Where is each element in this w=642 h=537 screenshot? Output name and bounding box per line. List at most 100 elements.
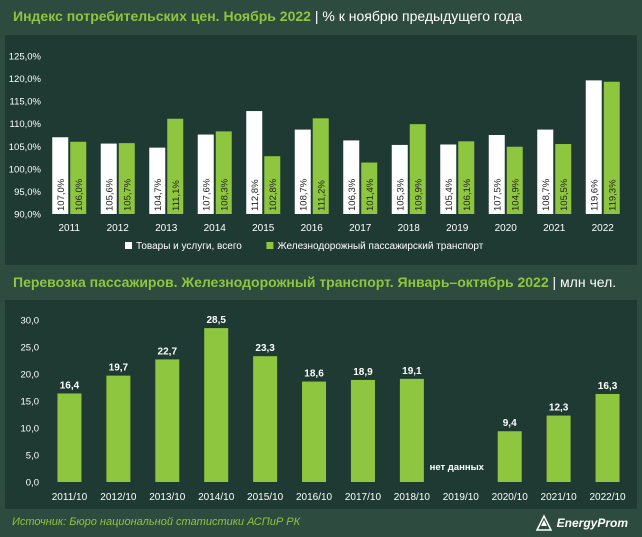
bar-goods-services — [294, 129, 311, 214]
bar-rail-transport — [603, 81, 620, 214]
header-passengers: Перевозка пассажиров. Железнодорожный тр… — [0, 266, 642, 300]
bar-value-label: 112,8% — [250, 179, 261, 211]
bar-passengers — [155, 359, 180, 482]
bar-goods-services — [246, 111, 263, 214]
x-tick-label: 2016/10 — [296, 492, 333, 503]
bar-rail-transport — [70, 141, 87, 214]
x-tick-label: 2011/10 — [52, 492, 88, 503]
y-tick-label: 25,0 — [21, 343, 40, 354]
y-tick-label: 90,0% — [14, 210, 41, 221]
x-tick-label: 2018/10 — [394, 492, 431, 503]
bar-passengers — [57, 393, 82, 482]
cpi-chart-panel: 90,0% 95,0% 100,0% 105,0% 110,0% 115,0% 120,0%… — [5, 35, 637, 265]
bar-goods-services — [391, 144, 408, 214]
x-tick-label: 2012/10 — [100, 492, 137, 503]
y-tick-label: 5,0 — [26, 451, 39, 462]
bar-value-label: 12,3 — [549, 403, 569, 414]
bar-value-label: 102,8% — [268, 178, 279, 211]
bar-passengers — [595, 393, 620, 482]
bar-value-label: 119,6% — [589, 179, 600, 211]
bar-value-label: 23,3 — [255, 343, 275, 354]
bar-value-label: 105,3% — [395, 178, 406, 211]
y-tick-label: 30,0 — [21, 316, 40, 327]
passengers-subtitle-text: | млн чел. — [552, 274, 617, 290]
x-tick-label: 2016 — [301, 223, 324, 234]
cpi-chart: 90,0% 95,0% 100,0% 105,0% 110,0% 115,0% 120,0%… — [9, 52, 620, 252]
x-tick-label: 2022 — [592, 223, 615, 234]
bar-passengers — [302, 381, 327, 482]
bar-rail-transport — [264, 156, 281, 214]
x-tick-label: 2017 — [349, 223, 372, 234]
y-tick-label: 0,0 — [26, 478, 39, 489]
y-tick-label: 120,0% — [9, 74, 42, 85]
bar-value-label: 107,6% — [201, 178, 212, 211]
y-tick-label: 15,0 — [21, 397, 40, 408]
bar-passengers — [546, 415, 571, 482]
bar-value-label: 106,1% — [462, 178, 473, 211]
bar-value-label: 9,4 — [503, 418, 517, 429]
x-tick-label: 2020 — [495, 223, 518, 234]
bar-rail-transport — [167, 118, 184, 214]
bar-passengers — [497, 431, 522, 482]
bar-goods-services — [197, 134, 214, 214]
bar-value-label: 108,3% — [219, 178, 230, 211]
y-tick-label: 20,0 — [21, 370, 40, 381]
bar-value-label: 107,5% — [492, 178, 503, 211]
bar-rail-transport — [555, 144, 572, 214]
x-tick-label: 2011 — [58, 223, 80, 234]
bar-rail-transport — [409, 124, 426, 214]
bar-rail-transport — [312, 118, 329, 214]
y-tick-label: 105,0% — [9, 142, 42, 153]
y-tick-label: 110,0% — [9, 119, 41, 130]
cpi-chart-title: Индекс потребительских цен. Ноябрь 2022 … — [13, 8, 522, 24]
bar-value-label: 111,2% — [316, 180, 327, 211]
bar-rail-transport — [361, 162, 378, 214]
x-tick-label: 2021/10 — [541, 492, 578, 503]
bar-passengers — [106, 375, 131, 482]
bar-goods-services — [52, 137, 69, 214]
x-tick-label: 2020/10 — [492, 492, 529, 503]
bar-passengers — [350, 379, 375, 482]
footer: Источник: Бюро национальной статистики А… — [0, 509, 642, 537]
legend-label: Товары и услуги, всего — [136, 241, 242, 252]
bar-value-label: 105,7% — [122, 178, 133, 211]
bar-goods-services — [440, 144, 457, 214]
passengers-chart-title: Перевозка пассажиров. Железнодорожный тр… — [13, 274, 616, 290]
bar-value-label: 119,3% — [607, 179, 618, 211]
cpi-title-text: Индекс потребительских цен. Ноябрь 2022 — [13, 8, 311, 24]
x-tick-label: 2019/10 — [443, 492, 480, 503]
passengers-chart: 0,0 5,0 10,0 15,0 20,0 25,0 30,0 16,4 2011/10 19,… — [21, 315, 627, 503]
x-tick-label: 2021 — [543, 223, 566, 234]
bar-value-label: 105,4% — [444, 178, 455, 211]
x-tick-label: 2018 — [398, 223, 421, 234]
x-tick-label: 2013/10 — [149, 492, 186, 503]
y-tick-label: 95,0% — [14, 187, 41, 198]
no-data-label: нет данных — [430, 462, 485, 473]
legend-label: Железнодорожный пассажирский транспорт — [277, 241, 483, 252]
x-tick-label: 2013 — [155, 223, 178, 234]
bar-goods-services — [537, 129, 554, 214]
passengers-title-text: Перевозка пассажиров. Железнодорожный тр… — [13, 274, 549, 290]
energyprom-logo-icon — [535, 514, 552, 531]
legend-swatch-rail — [266, 242, 274, 249]
bar-goods-services — [100, 143, 117, 214]
y-tick-label: 125,0% — [9, 52, 42, 63]
legend-swatch-goods — [125, 242, 132, 249]
bar-passengers — [204, 328, 229, 482]
bar-value-label: 104,9% — [510, 178, 521, 211]
bar-rail-transport — [118, 143, 135, 214]
bar-passengers — [399, 378, 424, 482]
y-tick-label: 100,0% — [9, 164, 42, 175]
bar-goods-services — [149, 147, 166, 214]
bar-value-label: 19,1 — [402, 366, 422, 377]
x-tick-label: 2017/10 — [345, 492, 382, 503]
bar-value-label: 16,4 — [60, 380, 80, 391]
x-tick-label: 2022/10 — [589, 492, 626, 503]
bar-value-label: 109,9% — [413, 178, 424, 211]
source-note: Источник: Бюро национальной статистики А… — [12, 516, 301, 528]
header-cpi: Индекс потребительских цен. Ноябрь 2022 … — [0, 0, 642, 34]
bar-value-label: 104,7% — [153, 178, 164, 211]
bar-goods-services — [585, 80, 602, 215]
bar-value-label: 22,7 — [158, 346, 178, 357]
y-tick-label: 10,0 — [21, 424, 40, 435]
